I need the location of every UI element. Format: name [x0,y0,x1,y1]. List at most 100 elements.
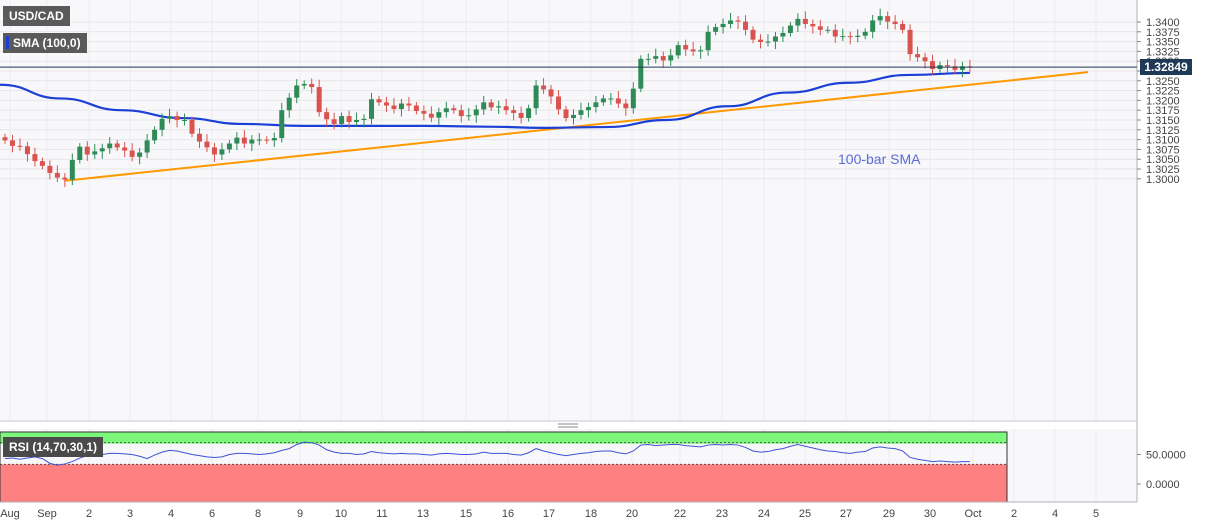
candle-body [840,36,846,38]
candle-body [294,85,300,98]
candle-body [623,103,629,109]
y-tick-label: 1.3250 [1146,76,1180,88]
rsi-path [4,441,970,466]
candle-body [862,31,868,36]
x-tick-label: 25 [799,508,811,520]
axes: 1.30001.30251.30501.30751.31001.31251.31… [0,0,1186,520]
candle-body [182,120,188,121]
candle-body [952,66,958,70]
candle-body [892,21,898,24]
y-tick-label: 1.3050 [1146,154,1180,166]
y-tick-label: 1.3325 [1146,46,1180,58]
candle-body [481,102,487,110]
candle-body [211,147,217,155]
candle-body [675,45,681,56]
candle-body [369,99,375,119]
candle-body [660,56,666,61]
y-tick-label: 1.3175 [1146,105,1180,117]
x-tick-label: 10 [335,508,347,520]
candle-body [787,25,793,33]
candle-body [503,106,509,111]
candle-body [383,102,389,106]
x-tick-label: 3 [127,508,133,520]
y-tick-label: 1.3000 [1146,174,1180,186]
candle-body [743,21,749,30]
candle-body [32,154,38,162]
x-tick-label: Aug [0,508,20,520]
y-tick-label: 1.3225 [1146,86,1180,98]
candle-body [62,177,68,180]
candle-body [346,116,352,122]
candle-body [832,29,838,37]
y-tick-label: 1.3350 [1146,37,1180,49]
candle-body [114,143,120,148]
panel-divider-handle[interactable] [558,423,578,428]
x-tick-label: 2 [86,508,92,520]
candle-body [219,149,225,155]
candle-body [533,85,539,109]
candle-body [339,116,345,124]
candle-body [541,85,547,90]
candle-body [413,105,419,111]
candle-body [324,112,330,120]
candle-body [77,146,83,160]
candle-body [331,119,337,124]
rsi-tick-label: 0.0000 [1146,479,1180,491]
candle-body [653,56,659,59]
candle-body [870,20,876,32]
candle-body [765,41,771,43]
y-tick-label: 1.3025 [1146,164,1180,176]
candle-body [713,27,719,32]
candle-body [279,110,285,139]
candle-body [406,103,412,106]
candle-body [226,143,232,150]
candle-body [600,98,606,103]
rsi-tick-label: 50.0000 [1146,450,1186,462]
x-tick-label: 4 [1052,508,1058,520]
x-tick-label: 24 [758,508,770,520]
y-tick-label: 1.3100 [1146,135,1180,147]
candle-body [959,66,965,70]
candle-body [451,108,457,111]
candle-body [518,112,524,119]
rsi-overbought-zone [0,432,1007,444]
candle-body [563,109,569,119]
candle-body [443,108,449,113]
candle-body [174,116,180,120]
candle-body [570,114,576,119]
candle-body [593,102,599,108]
candle-body [286,97,292,111]
candle-body [256,139,262,141]
candle-body [705,31,711,51]
y-tick-label: 1.3400 [1146,17,1180,29]
candle-body [810,23,816,27]
candle-body [855,35,861,37]
candle-body [638,58,644,89]
rsi-label: RSI (14,70,30,1) [3,437,104,457]
x-tick-label: 17 [543,508,555,520]
candle-body [930,61,936,70]
candle-body [24,146,30,155]
candle-body [398,103,404,110]
candle-body [645,58,651,60]
candle-body [720,23,726,28]
x-tick-label: 11 [376,508,387,520]
candle-body [802,18,808,24]
candle-body [615,98,621,104]
candle-body [690,49,696,52]
candle-body [69,159,75,180]
candle-body [129,150,135,157]
candle-body [39,161,45,166]
sma-line [0,71,970,129]
candle-body [167,116,173,119]
candle-body [144,140,150,153]
candle-body [877,16,883,21]
x-tick-label: 20 [626,508,638,520]
current-price-badge: 1.32849 [1140,59,1192,76]
x-tick-label: 6 [209,508,215,520]
candle-body [885,16,891,22]
candle-body [428,113,434,118]
candle-body [578,110,584,115]
candle-body [458,110,464,117]
